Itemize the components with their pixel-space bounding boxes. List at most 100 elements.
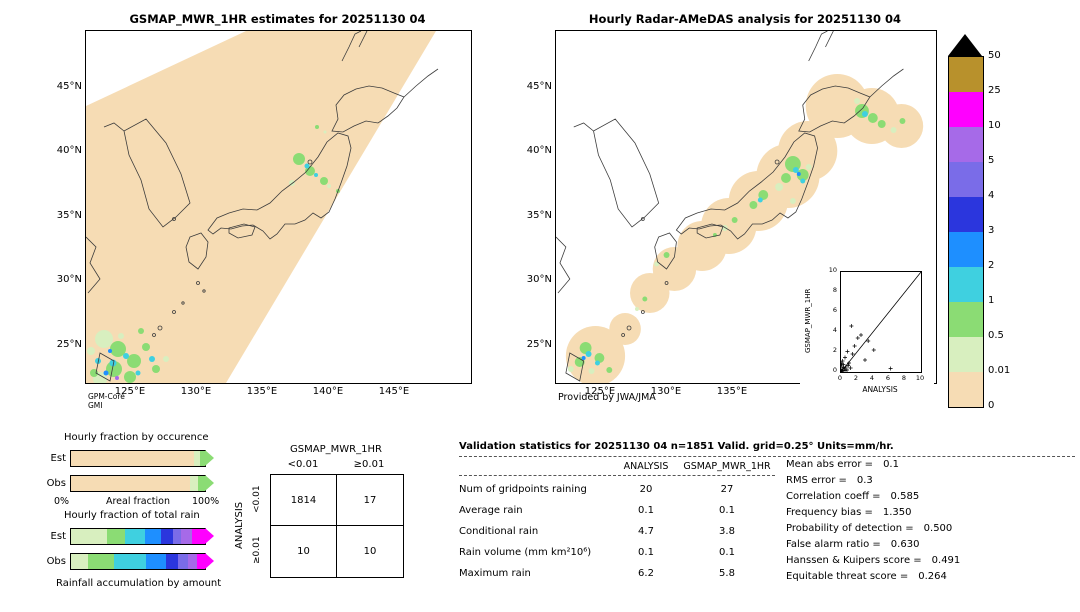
inset-ytick: 2: [832, 346, 837, 354]
inset-xtick: 6: [885, 374, 891, 382]
inset-xtick: 8: [901, 374, 907, 382]
right-lat-tick-25n: 25°N: [526, 339, 552, 350]
stats-row-label: Maximum rain: [459, 568, 531, 579]
metric-label: Equitable threat score =: [786, 570, 909, 582]
metric-row: Mean abs error = 0.1: [786, 456, 1078, 472]
metric-row: False alarm ratio = 0.630: [786, 536, 1078, 552]
coastline-kyushu: [654, 232, 677, 270]
metric-label: RMS error =: [786, 474, 847, 486]
stats-gsmap-value: 27: [720, 484, 734, 495]
metric-value: 0.1: [883, 458, 899, 470]
left-lat-tick-35n: 35°N: [56, 210, 82, 221]
total-rain-section-title: Hourly fraction of total rain: [64, 510, 200, 521]
metric-value: 0.264: [918, 570, 947, 582]
stats-row: Conditional rain 4.7 3.8: [459, 521, 789, 542]
inset-ytick: 8: [832, 286, 837, 294]
right-lon-tick-135e: 135°E: [716, 386, 748, 397]
metric-row: Equitable threat score = 0.264: [786, 568, 1078, 584]
metric-label: Hanssen & Kuipers score =: [786, 554, 922, 566]
metric-value: 0.500: [923, 522, 953, 534]
occurrence-bar-obs: [70, 475, 214, 492]
stats-col-gsmap: GSMAP_MWR_1HR: [683, 461, 771, 472]
coastline-china: [556, 236, 571, 294]
coastline-taiwan: [565, 352, 585, 382]
metric-value: 0.491: [931, 554, 961, 566]
bar-segment: [146, 554, 167, 569]
inset-ytick: 10: [828, 266, 837, 274]
bar-segment: [71, 476, 191, 491]
metric-row: RMS error = 0.3: [786, 472, 1078, 488]
left-lon-tick-130e: 130°E: [180, 386, 212, 397]
bar-segment: [191, 529, 205, 544]
colorbar: [948, 56, 984, 408]
occ-obs-label: Obs: [46, 478, 66, 489]
total-obs-label: Obs: [46, 556, 66, 567]
inset-xtick: 4: [869, 374, 875, 382]
bar-segment: [160, 529, 173, 544]
occurrence-bar-est: [70, 450, 214, 467]
island: [196, 281, 200, 285]
right-lat-tick-35n: 35°N: [526, 210, 552, 221]
bar-segment: [172, 529, 181, 544]
left-lon-tick-140e: 140°E: [312, 386, 344, 397]
colorbar-band: [949, 302, 983, 337]
inset-ytick: 6: [832, 306, 837, 314]
bar-segment: [88, 554, 114, 569]
metric-label: Probability of detection =: [786, 522, 914, 534]
left-precip-blobs: [87, 125, 340, 383]
bar-segment: [71, 554, 89, 569]
metric-label: False alarm ratio =: [786, 538, 881, 550]
left-lat-tick-30n: 30°N: [56, 274, 82, 285]
island: [640, 217, 645, 221]
bar-segment: [71, 529, 108, 544]
contingency-cell-10: 10: [271, 526, 337, 577]
stats-header: Validation statistics for 20251130 04 n=…: [459, 441, 894, 452]
colorbar-band: [949, 162, 983, 197]
island: [152, 333, 156, 337]
accumulation-caption: Rainfall accumulation by amount: [56, 578, 222, 589]
colorbar-band: [949, 197, 983, 232]
stats-col-analysis: ANALYSIS: [623, 461, 669, 472]
stats-row: Average rain 0.1 0.1: [459, 500, 789, 521]
right-map: GSMAP_MWR_1HR 0 2 4 6 8 10 0 2 4 6 8 10 ANALYSIS: [555, 30, 937, 415]
stats-row-label: Conditional rain: [459, 526, 539, 537]
one-to-one-line: [841, 272, 921, 372]
stats-table: Num of gridpoints raining 20 27 Average rai…: [459, 479, 789, 584]
stats-analysis-value: 0.1: [638, 547, 654, 558]
coastline-sakhalin: [808, 31, 834, 62]
metric-value: 0.630: [890, 538, 920, 550]
island: [202, 289, 206, 293]
coastline-hokkaido: [331, 85, 405, 133]
colorbar-band: [949, 127, 983, 162]
island: [626, 325, 632, 331]
colorbar-tick-label: 3: [988, 225, 995, 236]
island: [172, 217, 176, 221]
occ-est-label: Est: [50, 453, 66, 464]
colorbar-band: [949, 57, 983, 92]
left-lat-tick-40n: 40°N: [56, 145, 82, 156]
bar-segment: [113, 554, 147, 569]
total-rain-bar-est: [70, 528, 214, 545]
bar-segment: [199, 451, 205, 466]
satellite-swath: [86, 31, 436, 383]
metric-row: Frequency bias = 1.350: [786, 504, 1078, 520]
total-rain-bar-obs: [70, 553, 214, 570]
bar-segment: [190, 476, 199, 491]
credit-line: Provided by JWA/JMA: [558, 392, 656, 403]
coastline-kurils: [403, 68, 439, 98]
areal-100pct: 100%: [192, 496, 220, 507]
stats-row-label: Average rain: [459, 505, 523, 516]
stats-gsmap-value: 0.1: [719, 505, 735, 516]
stats-analysis-value: 6.2: [638, 568, 654, 579]
colorbar-tick-label: 1: [988, 295, 995, 306]
right-lat-tick-30n: 30°N: [526, 274, 552, 285]
colorbar-band: [949, 372, 983, 407]
stats-rule-top: [459, 456, 1075, 457]
coastline-honshu: [675, 132, 818, 240]
colorbar-overflow-triangle: [948, 34, 982, 56]
metric-value: 0.585: [890, 490, 920, 502]
colorbar-tick-label: 10: [988, 120, 1001, 131]
stats-row: Rain volume (mm km²10⁶) 0.1 0.1: [459, 542, 789, 563]
bar-segment: [71, 451, 195, 466]
